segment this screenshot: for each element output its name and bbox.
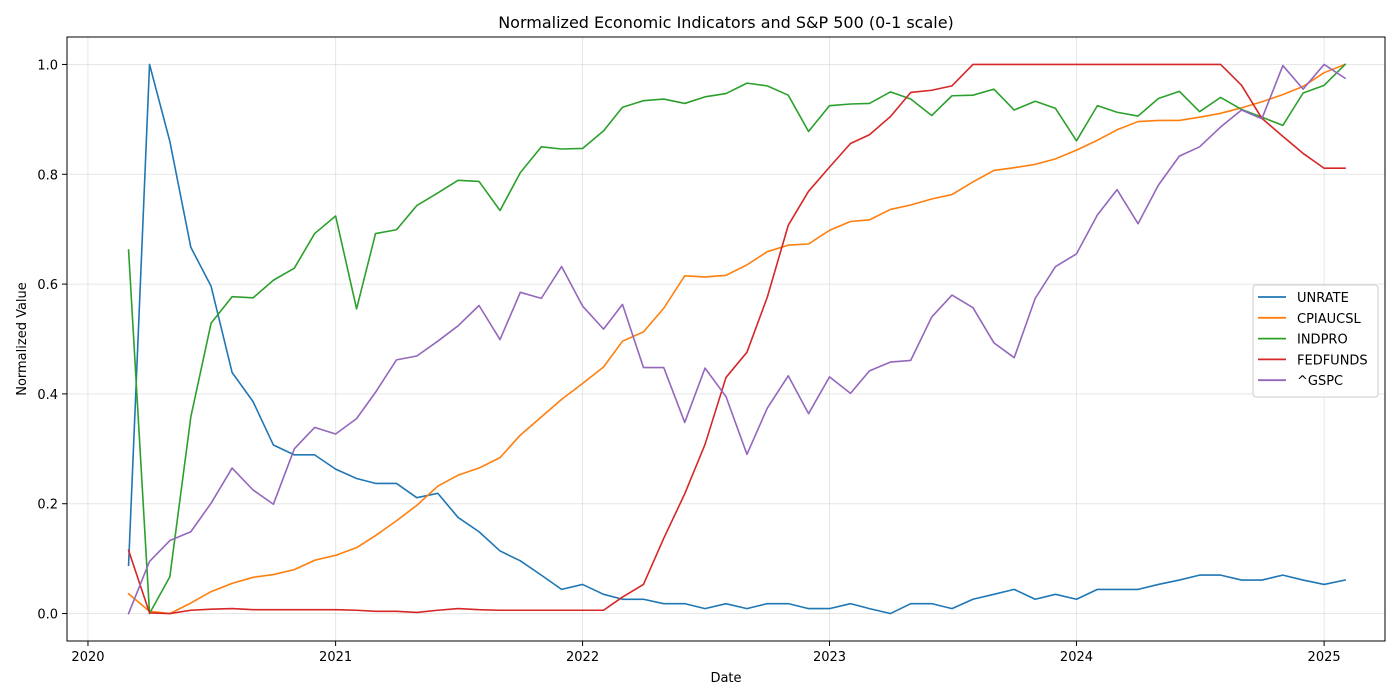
chart-title: Normalized Economic Indicators and S&P 5… — [498, 13, 954, 32]
x-tick-label: 2023 — [813, 650, 846, 665]
y-axis: 0.0 0.2 0.4 0.6 0.8 1.0 — [37, 58, 67, 623]
x-tick-label: 2020 — [71, 650, 104, 665]
series-line-unrate — [127, 63, 1347, 615]
legend-label: INDPRO — [1297, 333, 1348, 348]
x-axis-title: Date — [710, 671, 741, 686]
y-tick-label: 0.0 — [37, 608, 58, 623]
legend-label: CPIAUCSL — [1297, 312, 1361, 327]
x-tick-label: 2021 — [319, 650, 352, 665]
y-axis-title: Normalized Value — [15, 282, 30, 396]
series-line-indpro — [127, 63, 1347, 615]
y-tick-label: 0.6 — [37, 278, 58, 293]
legend-label: UNRATE — [1297, 291, 1349, 306]
plot-frame — [66, 36, 1386, 642]
legend-label: FEDFUNDS — [1297, 353, 1368, 368]
y-tick-label: 0.2 — [37, 498, 58, 513]
x-tick-label: 2022 — [566, 650, 599, 665]
series-layer — [127, 63, 1347, 615]
legend: UNRATE CPIAUCSL INDPRO FEDFUNDS ^GSPC — [1252, 284, 1379, 398]
x-axis: 2020 2021 2022 2023 2024 2025 — [71, 641, 1341, 665]
y-tick-label: 0.4 — [37, 388, 58, 403]
x-tick-label: 2025 — [1308, 650, 1341, 665]
legend-box — [1252, 284, 1379, 398]
legend-label: ^GSPC — [1297, 374, 1343, 389]
series-line-cpiaucsl — [127, 63, 1347, 615]
series-line-fedfunds — [127, 63, 1346, 615]
y-tick-label: 1.0 — [37, 58, 58, 73]
x-tick-label: 2024 — [1060, 650, 1093, 665]
series-line-gspc — [127, 63, 1347, 615]
y-tick-label: 0.8 — [37, 168, 58, 183]
